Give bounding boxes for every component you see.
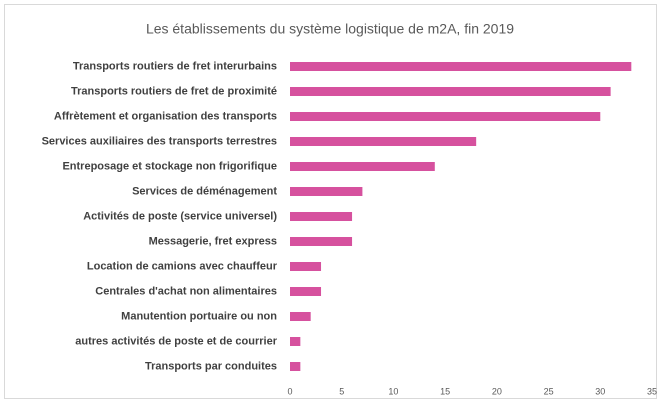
y-tick-label: Manutention portuaire ou non: [121, 310, 277, 322]
bar: [290, 337, 301, 346]
bar: [290, 162, 435, 171]
y-tick-label: Centrales d'achat non alimentaires: [95, 285, 277, 297]
x-tick-label: 30: [595, 386, 605, 396]
bar: [290, 362, 301, 371]
x-tick-label: 10: [388, 386, 398, 396]
y-tick-label: Affrètement et organisation des transpor…: [54, 110, 277, 122]
x-tick-label: 35: [647, 386, 657, 396]
bar: [290, 237, 353, 246]
x-tick-label: 15: [440, 386, 450, 396]
x-tick-label: 20: [492, 386, 502, 396]
y-tick-label: Entreposage et stockage non frigorifique: [62, 160, 277, 172]
bar: [290, 312, 311, 321]
y-tick-label: Transports routiers de fret de proximité: [71, 85, 277, 97]
y-tick-label: Services de déménagement: [132, 185, 277, 197]
bar: [290, 62, 632, 71]
bar: [290, 187, 363, 196]
y-tick-label: autres activités de poste et de courrier: [75, 335, 277, 347]
x-tick-label: 5: [339, 386, 344, 396]
bar: [290, 262, 322, 271]
bar: [290, 87, 611, 96]
bar: [290, 137, 477, 146]
chart-title: Les établissements du système logistique…: [146, 21, 514, 37]
bar: [290, 287, 322, 296]
y-tick-label: Services auxiliaires des transports terr…: [42, 135, 277, 147]
bar: [290, 112, 601, 121]
bar: [290, 212, 353, 221]
y-tick-label: Activités de poste (service universel): [83, 210, 277, 222]
y-tick-label: Messagerie, fret express: [149, 235, 277, 247]
y-tick-label: Location de camions avec chauffeur: [87, 260, 278, 272]
y-tick-label: Transports par conduites: [145, 360, 277, 372]
x-tick-label: 0: [287, 386, 292, 396]
x-tick-label: 25: [544, 386, 554, 396]
y-tick-label: Transports routiers de fret interurbains: [73, 60, 277, 72]
